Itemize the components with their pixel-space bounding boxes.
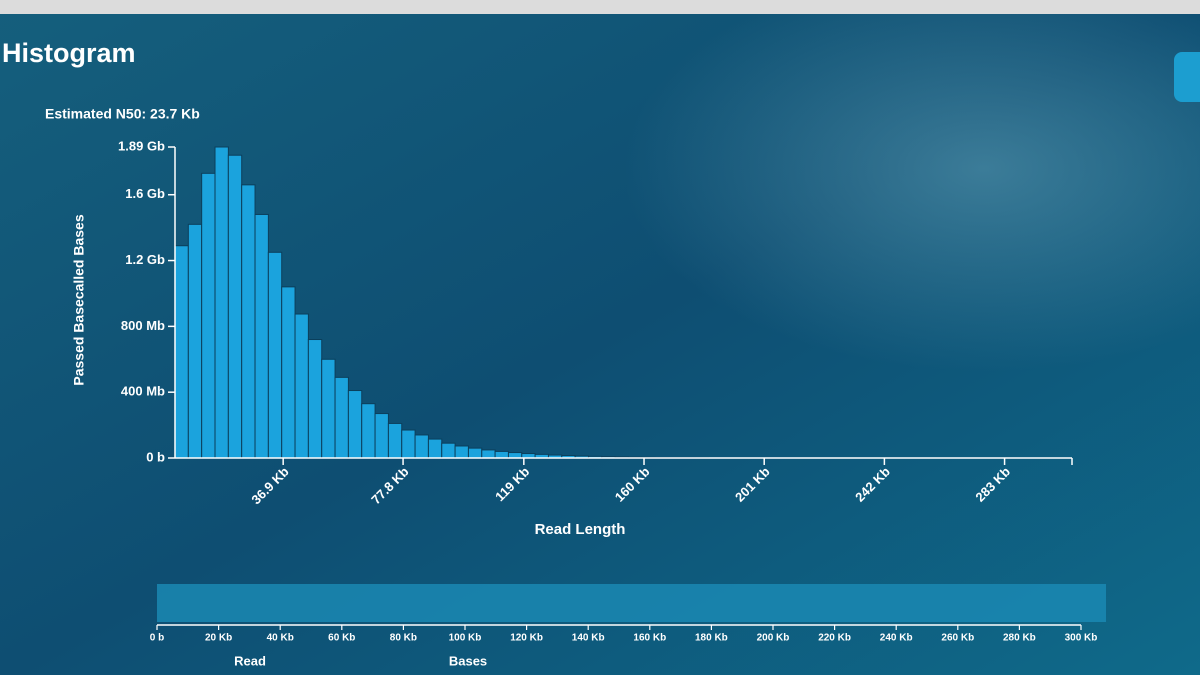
range-tick-label: 120 Kb <box>510 633 543 644</box>
range-tick-label: 0 b <box>150 633 164 644</box>
range-tick-label: 200 Kb <box>757 633 790 644</box>
range-tick-label: 160 Kb <box>633 633 666 644</box>
histogram-bar <box>361 403 376 459</box>
histogram-bar <box>227 154 243 459</box>
histogram-bar <box>174 245 189 459</box>
histogram-bar <box>414 434 429 459</box>
histogram-bar <box>307 339 323 459</box>
y-axis-title: Passed Basecalled Bases <box>71 214 87 385</box>
range-tick-label: 220 Kb <box>818 633 851 644</box>
range-tick-label: 40 Kb <box>267 633 294 644</box>
mode-toggle[interactable]: Read <box>234 653 266 668</box>
range-tick-label: 180 Kb <box>695 633 728 644</box>
y-tick-label: 0 b <box>146 449 165 464</box>
histogram-bar <box>254 213 269 459</box>
side-button[interactable] <box>1174 52 1200 102</box>
histogram-bar <box>347 390 363 459</box>
n50-label: Estimated N50: 23.7 Kb <box>45 106 200 122</box>
histogram-bar <box>494 450 509 459</box>
range-band <box>157 584 1106 622</box>
y-tick-label: 400 Mb <box>121 384 165 399</box>
histogram-bar <box>294 313 309 459</box>
histogram-bar <box>201 172 216 459</box>
y-tick-label: 1.6 Gb <box>125 186 165 201</box>
histogram-bar <box>387 422 403 459</box>
histogram-bar <box>374 413 389 459</box>
histogram-bar <box>507 452 523 459</box>
histogram-bar <box>427 438 443 459</box>
y-tick-label: 1.2 Gb <box>125 252 165 267</box>
histogram-bar <box>401 429 416 459</box>
mode-toggle[interactable]: Bases <box>449 653 487 668</box>
range-tick-label: 240 Kb <box>880 633 913 644</box>
histogram-bar <box>467 447 483 459</box>
histogram-bar <box>187 223 203 459</box>
histogram-bar <box>441 442 456 459</box>
histogram-bar <box>321 358 336 459</box>
range-tick-label: 60 Kb <box>328 633 355 644</box>
histogram-bar <box>454 445 469 459</box>
page-title: Histogram <box>2 38 136 68</box>
histogram-bar <box>267 251 283 459</box>
range-tick-label: 260 Kb <box>941 633 974 644</box>
range-tick-label: 100 Kb <box>449 633 482 644</box>
screen-bezel <box>0 0 1200 14</box>
histogram-bar <box>481 449 496 459</box>
histogram-bar <box>214 146 229 459</box>
range-tick-label: 300 Kb <box>1065 633 1098 644</box>
y-tick-label: 1.89 Gb <box>118 138 165 153</box>
range-tick-label: 20 Kb <box>205 633 232 644</box>
range-tick-label: 80 Kb <box>390 633 417 644</box>
y-tick-label: 800 Mb <box>121 318 165 333</box>
range-tick-label: 280 Kb <box>1003 633 1036 644</box>
histogram-bar <box>334 376 349 459</box>
range-tick-label: 140 Kb <box>572 633 605 644</box>
x-axis-title: Read Length <box>535 521 626 538</box>
histogram-bar <box>241 184 256 459</box>
histogram-bar <box>281 286 296 459</box>
